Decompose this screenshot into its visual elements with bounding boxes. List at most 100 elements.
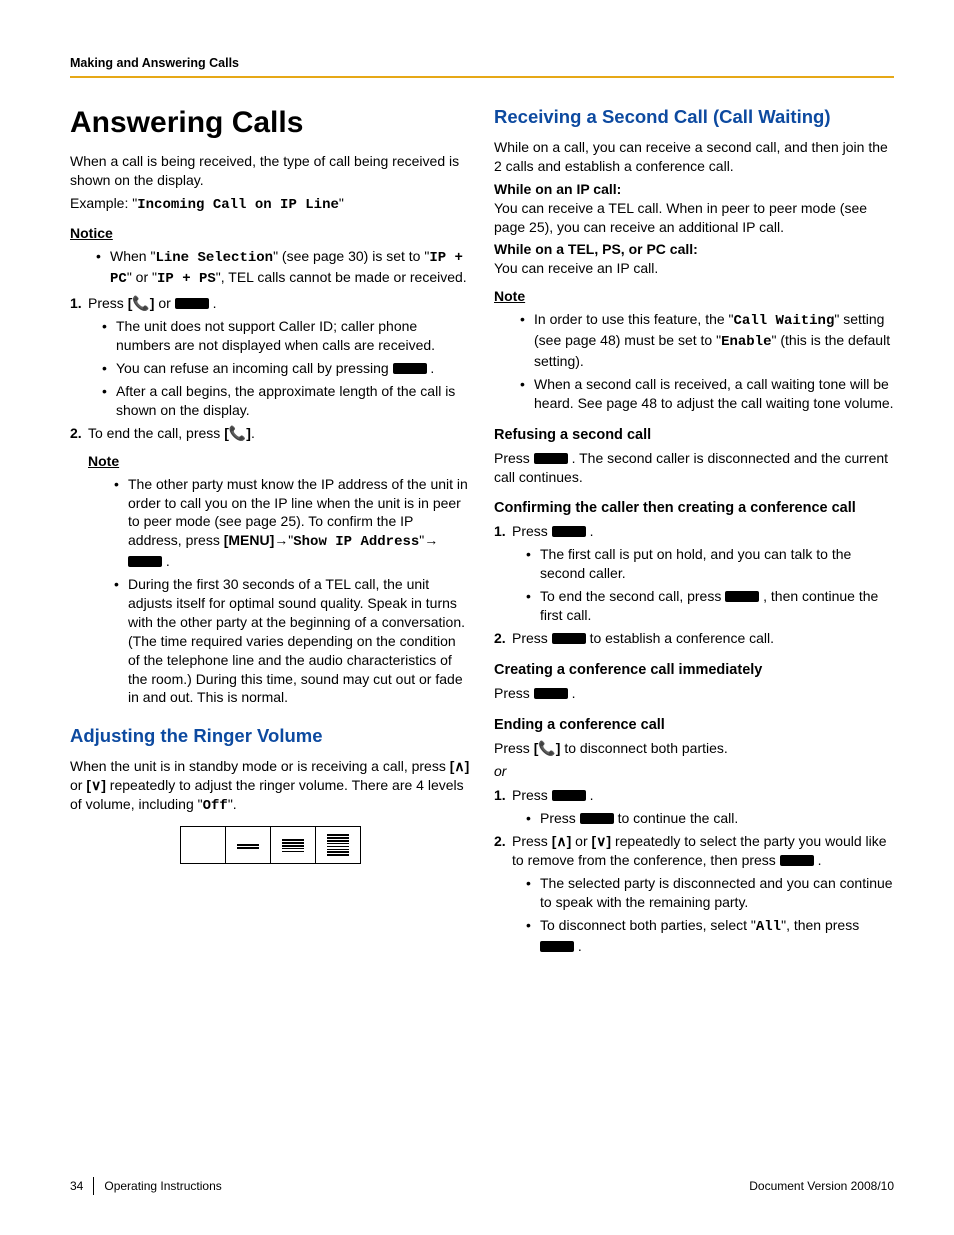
mono-text: IP + PS xyxy=(157,271,216,287)
text: . xyxy=(586,787,594,803)
button-icon xyxy=(540,941,574,952)
text: When " xyxy=(110,248,155,264)
volume-cell-2 xyxy=(270,827,315,864)
phone-key-icon: [📞] xyxy=(534,740,561,756)
page-footer: 34 Operating Instructions Document Versi… xyxy=(70,1177,894,1195)
step-2: 2. Press [∧] or [∨] repeatedly to select… xyxy=(512,832,894,955)
h3-refuse: Refusing a second call xyxy=(494,427,894,443)
steps-list: 1. Press [📞] or . The unit does not supp… xyxy=(70,294,470,442)
down-key-icon: [∨] xyxy=(592,833,612,849)
section-heading-ringer: Adjusting the Ringer Volume xyxy=(70,725,470,747)
text: ". xyxy=(228,796,237,812)
button-icon xyxy=(393,363,427,374)
step-number: 1. xyxy=(70,294,82,313)
page-number: 34 xyxy=(70,1179,83,1193)
bars-icon xyxy=(327,833,349,857)
step-number: 2. xyxy=(494,629,506,648)
text: " or " xyxy=(127,269,157,285)
text: To end the call, press xyxy=(88,425,224,441)
sublist: The first call is put on hold, and you c… xyxy=(512,545,894,625)
note-list: The other party must know the IP address… xyxy=(70,475,470,708)
text: Press xyxy=(512,630,552,646)
text: To disconnect both parties, select " xyxy=(540,917,756,933)
running-head: Making and Answering Calls xyxy=(70,56,894,78)
button-icon xyxy=(534,688,568,699)
text: repeatedly to adjust the ringer volume. … xyxy=(70,777,464,812)
step-number: 2. xyxy=(494,832,506,851)
footer-separator xyxy=(93,1177,94,1195)
button-icon xyxy=(725,591,759,602)
button-icon xyxy=(175,298,209,309)
step-1: 1. Press . The first call is put on hold… xyxy=(512,522,894,624)
note-item: During the first 30 seconds of a TEL cal… xyxy=(128,575,470,707)
text: or xyxy=(70,777,86,793)
arrow-icon: → xyxy=(274,532,288,548)
text: or xyxy=(154,295,174,311)
text: . xyxy=(814,852,822,868)
or-separator: or xyxy=(494,762,894,781)
button-icon xyxy=(552,633,586,644)
footer-left-text: Operating Instructions xyxy=(104,1179,221,1193)
intro-paragraph: When a call is being received, the type … xyxy=(70,152,470,190)
sublist: The selected party is disconnected and y… xyxy=(512,874,894,956)
text: Press xyxy=(494,740,534,756)
right-column: Receiving a Second Call (Call Waiting) W… xyxy=(494,106,894,962)
notice-heading: Notice xyxy=(70,225,470,241)
mono-text: All xyxy=(756,919,781,935)
tel-call-line: While on a TEL, PS, or PC call: You can … xyxy=(494,240,894,278)
note-item: When a second call is received, a call w… xyxy=(534,375,894,413)
text: or xyxy=(571,833,591,849)
text: To end the second call, press xyxy=(540,588,725,604)
menu-key: [MENU] xyxy=(224,532,275,548)
button-icon xyxy=(534,453,568,464)
ringer-paragraph: When the unit is in standby mode or is r… xyxy=(70,757,470,816)
mono-text: Show IP Address xyxy=(293,534,419,550)
step-1: 1. Press . Press to continue the call. xyxy=(512,786,894,828)
content-columns: Answering Calls When a call is being rec… xyxy=(70,106,894,962)
step-number: 1. xyxy=(494,522,506,541)
phone-key-icon: [📞] xyxy=(128,295,155,311)
volume-cell-3 xyxy=(315,827,360,864)
list-item: After a call begins, the approximate len… xyxy=(116,382,470,420)
volume-cell-1 xyxy=(225,827,270,864)
sublist: Press to continue the call. xyxy=(512,809,894,828)
text: When the unit is in standby mode or is r… xyxy=(70,758,450,774)
h3-confirm: Confirming the caller then creating a co… xyxy=(494,500,894,516)
create-paragraph: Press . xyxy=(494,684,894,703)
step-1: 1. Press [📞] or . The unit does not supp… xyxy=(88,294,470,419)
text: You can refuse an incoming call by press… xyxy=(116,360,393,376)
mono-text: Line Selection xyxy=(155,250,273,266)
button-icon xyxy=(128,556,162,567)
text: Press xyxy=(494,450,534,466)
mono-text: Off xyxy=(203,798,228,814)
mono-text: Enable xyxy=(721,334,771,350)
step-2: 2. To end the call, press [📞]. xyxy=(88,424,470,443)
footer-right-text: Document Version 2008/10 xyxy=(749,1179,894,1193)
up-key-icon: [∧] xyxy=(450,758,470,774)
text: Press xyxy=(512,787,552,803)
note-heading: Note xyxy=(88,453,470,469)
section-heading-waiting: Receiving a Second Call (Call Waiting) xyxy=(494,106,894,128)
up-key-icon: [∧] xyxy=(552,833,572,849)
notice-item: When "Line Selection" (see page 30) is s… xyxy=(110,247,470,289)
text: Press xyxy=(88,295,128,311)
list-item: To disconnect both parties, select "All"… xyxy=(540,916,894,956)
text: Press xyxy=(512,523,552,539)
text: Press xyxy=(494,685,534,701)
page-title: Answering Calls xyxy=(70,106,470,140)
text: . xyxy=(568,685,576,701)
tel-text: You can receive an IP call. xyxy=(494,260,658,276)
example-label: Example: xyxy=(70,195,132,211)
example-value: Incoming Call on IP Line xyxy=(137,197,339,213)
left-column: Answering Calls When a call is being rec… xyxy=(70,106,470,962)
footer-left: 34 Operating Instructions xyxy=(70,1177,222,1195)
text: . xyxy=(427,360,435,376)
text: In order to use this feature, the " xyxy=(534,311,734,327)
tel-head: While on a TEL, PS, or PC call: xyxy=(494,241,698,257)
arrow-icon: → xyxy=(424,532,438,548)
example-line: Example: "Incoming Call on IP Line" xyxy=(70,194,470,215)
text: ", TEL calls cannot be made or received. xyxy=(216,269,467,285)
notice-list: When "Line Selection" (see page 30) is s… xyxy=(70,247,470,289)
h3-end: Ending a conference call xyxy=(494,717,894,733)
button-icon xyxy=(552,526,586,537)
